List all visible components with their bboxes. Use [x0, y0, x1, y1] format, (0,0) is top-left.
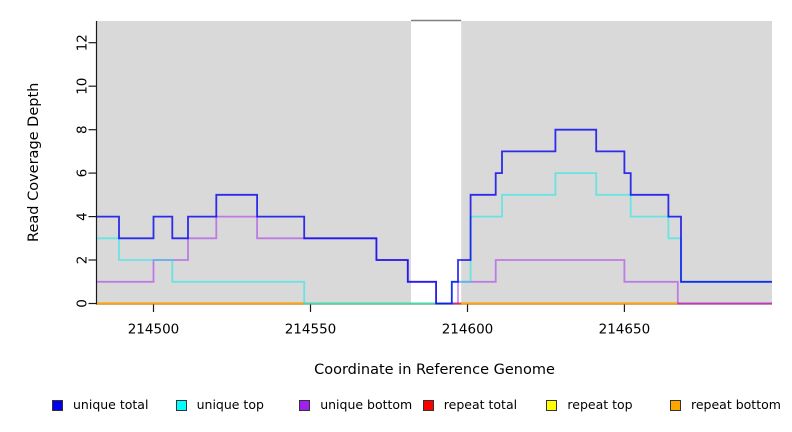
legend-swatch-unique-total	[52, 399, 63, 411]
x-tick-label: 214650	[599, 322, 651, 338]
y-tick-label: 6	[75, 169, 91, 178]
y-tick-label: 0	[75, 299, 91, 308]
coverage-plot: 214500 214550 214600 214650 0 2 4 6 8 10 12 Coordin…	[26, 19, 772, 378]
x-tick-label: 214600	[442, 322, 494, 338]
legend-item-repeat-bottom: repeat bottom	[670, 397, 781, 413]
y-tick-label: 4	[75, 212, 91, 221]
legend-item-repeat-total: repeat total	[422, 397, 518, 413]
y-tick-label: 2	[75, 256, 91, 265]
y-tick-label: 12	[75, 34, 91, 51]
y-axis-title: Read Coverage Depth	[26, 83, 42, 242]
legend-swatch-unique-top	[175, 399, 187, 411]
legend-label: unique top	[196, 397, 264, 412]
x-tick-label: 214500	[128, 322, 180, 338]
legend: unique total unique top unique bottom repea…	[0, 397, 792, 417]
uncovered-white-band	[411, 20, 462, 304]
x-axis-title: Coordinate in Reference Genome	[314, 362, 555, 378]
legend-label: repeat bottom	[691, 397, 781, 412]
legend-label: unique bottom	[320, 397, 413, 412]
y-tick-label: 8	[75, 125, 91, 134]
legend-swatch-repeat-top	[546, 399, 558, 411]
legend-swatch-repeat-bottom	[670, 399, 681, 411]
x-tick-label: 214550	[285, 322, 337, 338]
series-unique-top	[97, 172, 772, 305]
legend-label: repeat top	[567, 397, 633, 412]
legend-label: repeat total	[443, 397, 518, 412]
legend-swatch-repeat-total	[422, 399, 434, 411]
coverage-plot-svg: 214500 214550 214600 214650 0 2 4 6 8 10 12 Coordin…	[26, 19, 772, 378]
legend-item-unique-bottom: unique bottom	[299, 397, 412, 413]
legend-item-unique-total: unique total	[52, 397, 148, 413]
legend-swatch-unique-bottom	[299, 399, 311, 411]
series-unique-total	[97, 128, 772, 305]
legend-item-unique-top: unique top	[175, 397, 264, 413]
legend-label: unique total	[73, 397, 149, 412]
y-tick-label: 10	[75, 78, 91, 95]
legend-item-repeat-top: repeat top	[546, 397, 633, 413]
